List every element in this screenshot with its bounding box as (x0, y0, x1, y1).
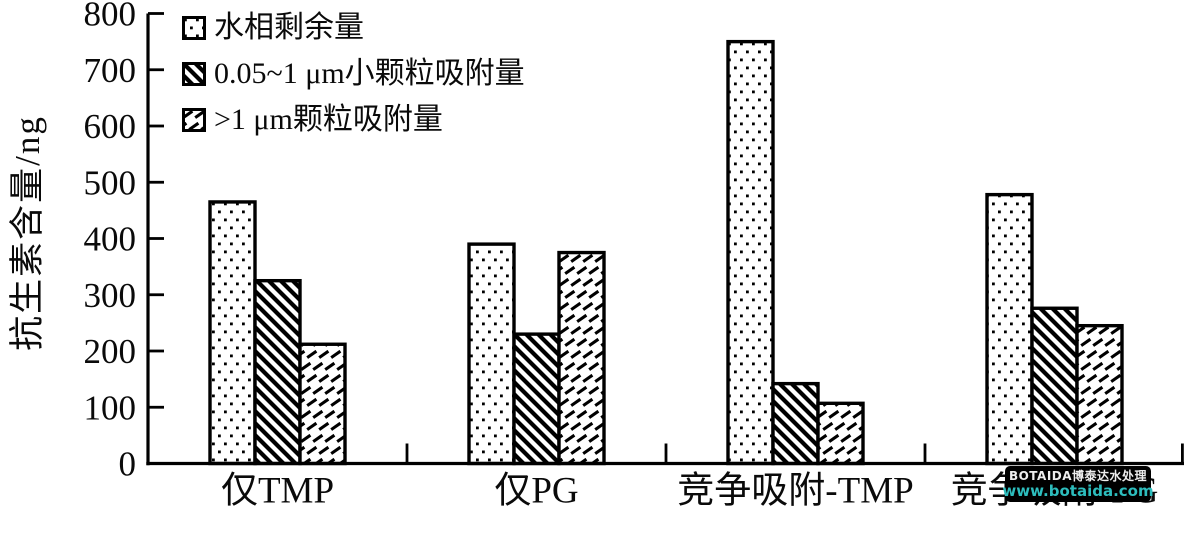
bar-series3-group1 (298, 342, 347, 466)
y-tick-label: 400 (84, 220, 137, 259)
y-tick-label: 200 (84, 332, 137, 371)
x-category-label: 仅TMP (221, 471, 334, 512)
watermark: BOTAIDA博泰达水处理 www.botaida.com (1002, 466, 1154, 502)
legend-item-large-particles: >1 μm颗粒吸附量 (182, 102, 525, 138)
bar-series1-group4 (985, 192, 1034, 466)
y-axis-title: 抗生素含量/ng (8, 115, 47, 351)
x-category-label: 仅PG (494, 471, 578, 512)
bar-series2-group3 (771, 381, 820, 466)
legend-swatch-backslash-hatch-icon (182, 62, 206, 86)
watermark-brand-text: BOTAIDA博泰达水处理 (1008, 469, 1148, 483)
y-tick-label: 700 (84, 51, 137, 90)
bar-series1-group3 (726, 39, 775, 466)
watermark-url-text: www.botaida.com (1002, 482, 1154, 500)
legend-label: 水相剩余量 (214, 11, 364, 44)
x-category-label: 竞争吸附-TMP (677, 470, 913, 512)
legend-item-small-particles: 0.05~1 μm小颗粒吸附量 (182, 56, 525, 92)
bar-series1-group1 (208, 200, 257, 466)
legend-swatch-dots-icon (182, 16, 206, 40)
y-tick-label: 100 (84, 388, 137, 427)
y-tick-label: 0 (119, 445, 137, 484)
y-tick-label: 300 (84, 276, 137, 315)
chart-legend: 水相剩余量 0.05~1 μm小颗粒吸附量 >1 μm颗粒吸附量 (182, 10, 525, 138)
legend-swatch-slash-hatch-icon (182, 108, 206, 132)
legend-label: 0.05~1 μm小颗粒吸附量 (214, 57, 525, 90)
y-tick-label: 600 (84, 107, 137, 146)
legend-label: >1 μm颗粒吸附量 (214, 103, 443, 136)
legend-item-water-phase: 水相剩余量 (182, 10, 525, 46)
bar-series2-group4 (1030, 306, 1079, 466)
bar-series3-group3 (816, 401, 865, 466)
bar-series2-group1 (253, 278, 302, 466)
bar-series3-group4 (1075, 323, 1124, 466)
bar-series2-group2 (512, 332, 561, 466)
y-tick-label: 800 (84, 0, 137, 34)
y-tick-label: 500 (84, 163, 137, 202)
bar-series3-group2 (557, 250, 606, 466)
bar-series1-group2 (467, 242, 516, 466)
